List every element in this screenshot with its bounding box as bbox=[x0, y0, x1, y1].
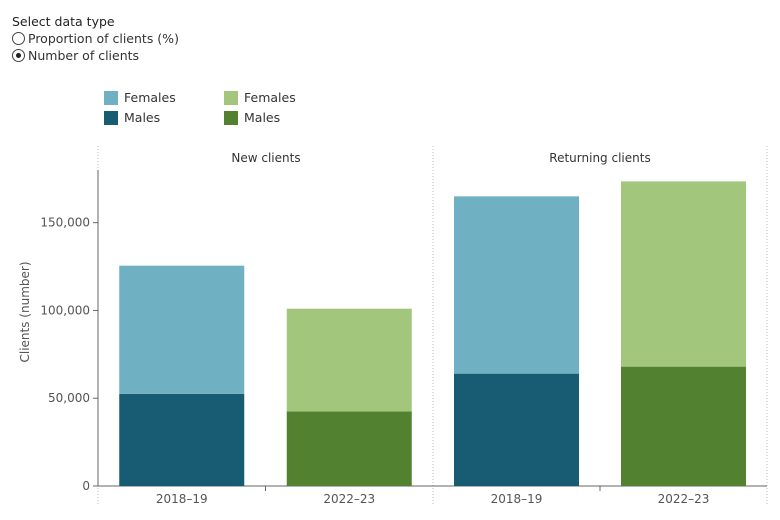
x-tick-label: 2022–23 bbox=[323, 492, 375, 506]
bar-females-new-0 bbox=[119, 265, 245, 394]
x-tick-label: 2018–19 bbox=[156, 492, 208, 506]
bar-males-returning-1 bbox=[621, 366, 746, 486]
legend-swatch bbox=[224, 110, 238, 125]
legend-label: Males bbox=[124, 110, 161, 125]
panel-title-new-clients: New clients bbox=[231, 151, 300, 165]
y-tick-label: 100,000 bbox=[40, 303, 90, 317]
radio-circle-icon[interactable] bbox=[12, 32, 25, 45]
y-tick-label: 0 bbox=[82, 479, 90, 493]
bar-females-new-1 bbox=[286, 308, 412, 412]
y-tick-label: 150,000 bbox=[40, 216, 90, 230]
legend-item-females-returning[interactable]: Females bbox=[224, 90, 296, 105]
legend-swatch bbox=[104, 90, 118, 105]
bar-males-new-0 bbox=[119, 393, 245, 486]
legend-item-females-new[interactable]: Females bbox=[104, 90, 176, 105]
radio-selected-icon[interactable] bbox=[12, 49, 25, 62]
bar-males-new-1 bbox=[286, 411, 412, 486]
bar-females-returning-1 bbox=[621, 181, 746, 367]
panel-title-returning-clients: Returning clients bbox=[549, 151, 650, 165]
legend-label: Females bbox=[124, 90, 176, 105]
x-tick-label: 2022–23 bbox=[658, 492, 710, 506]
legend-label: Males bbox=[244, 110, 281, 125]
legend-swatch bbox=[224, 90, 238, 105]
legend-item-males-returning[interactable]: Males bbox=[224, 110, 280, 125]
radio-proportion-label: Proportion of clients (%) bbox=[28, 31, 179, 46]
y-axis-label: Clients (number) bbox=[18, 261, 32, 362]
control-title: Select data type bbox=[12, 14, 115, 29]
y-tick-label: 50,000 bbox=[48, 391, 90, 405]
bar-females-returning-0 bbox=[454, 196, 579, 374]
legend-item-males-new[interactable]: Males bbox=[104, 110, 160, 125]
x-tick-label: 2018–19 bbox=[491, 492, 543, 506]
bar-males-returning-0 bbox=[454, 373, 579, 486]
radio-number-label: Number of clients bbox=[28, 48, 140, 63]
radio-number[interactable]: Number of clients bbox=[12, 48, 139, 63]
radio-proportion[interactable]: Proportion of clients (%) bbox=[12, 31, 179, 46]
legend-swatch bbox=[104, 110, 118, 125]
legend-label: Females bbox=[244, 90, 296, 105]
